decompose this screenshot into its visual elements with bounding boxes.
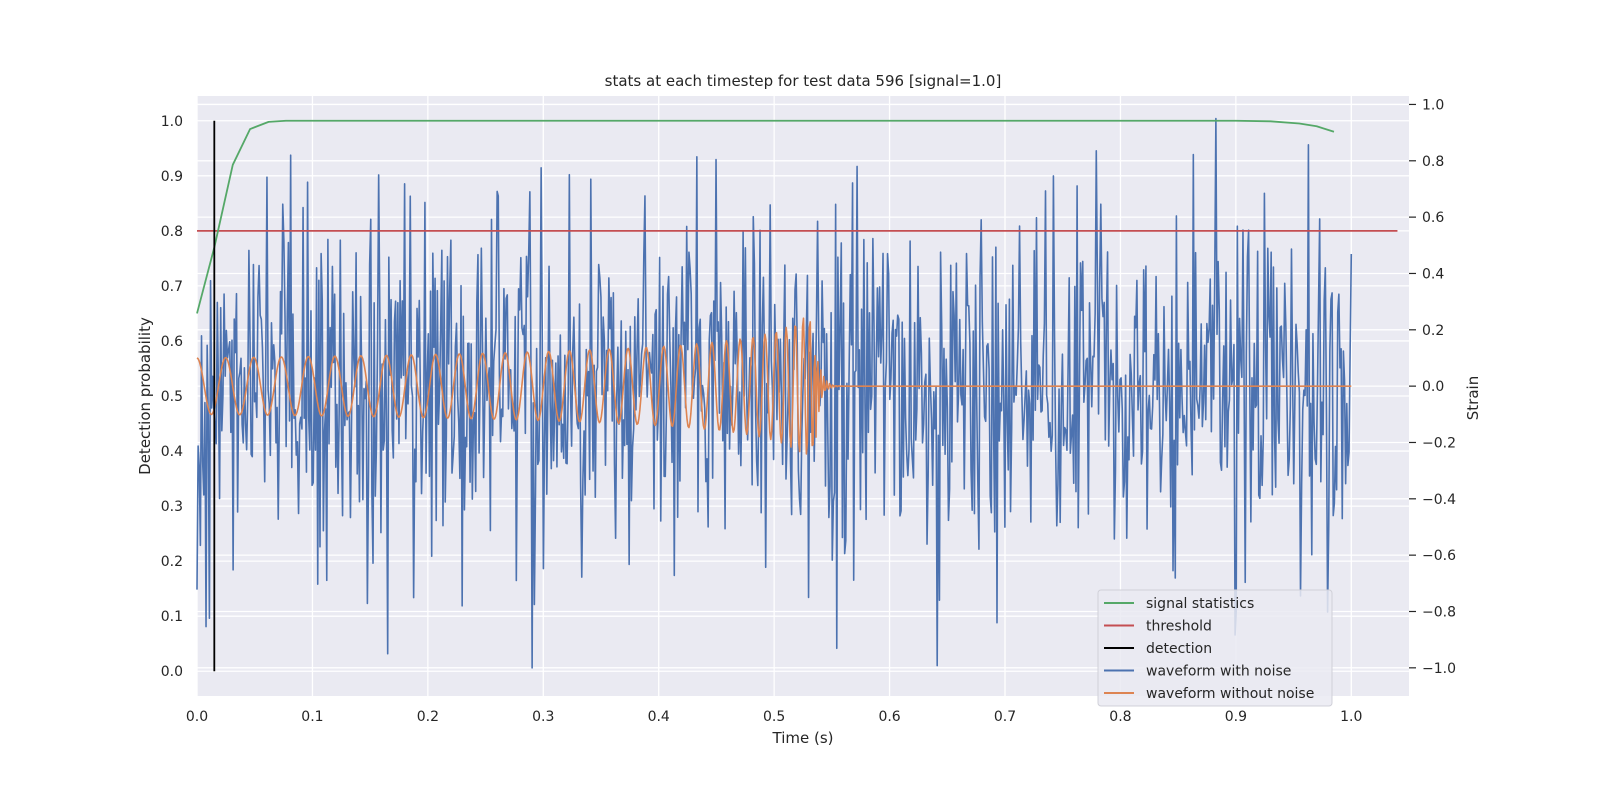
legend-label: signal statistics [1146, 596, 1254, 612]
y-tick-label-left: 0.9 [161, 169, 183, 185]
x-tick-label: 0.4 [648, 709, 670, 725]
y-tick-label-right: −0.2 [1422, 435, 1456, 451]
legend-label: detection [1146, 641, 1212, 657]
x-tick-label: 0.1 [301, 709, 323, 725]
legend: signal statistics threshold detection wavef… [1097, 589, 1333, 707]
x-tick-label: 0.9 [1225, 709, 1247, 725]
y-tick-label-right: 0.2 [1422, 323, 1444, 339]
series-line-waveform-without-noise [196, 317, 1352, 455]
x-axis-label: Time (s) [772, 729, 834, 747]
y-tick-label-left: 0.2 [161, 554, 183, 570]
y-axis-left-label: Detection probability [136, 317, 154, 475]
legend-label: threshold [1146, 619, 1212, 635]
y-tick-label-left: 0.6 [161, 334, 183, 350]
y-tick-label-left: 0.8 [161, 224, 183, 240]
legend-label: waveform without noise [1146, 686, 1314, 702]
x-tick-label: 0.7 [994, 709, 1016, 725]
y-tick-label-left: 0.4 [161, 444, 183, 460]
x-tick-label: 1.0 [1340, 709, 1362, 725]
y-tick-label-left: 0.1 [161, 609, 183, 625]
y-tick-label-left: 0.5 [161, 389, 183, 405]
series-line-signal-statistics [196, 119, 1335, 314]
x-tick-label: 0.2 [417, 709, 439, 725]
legend-box [1097, 589, 1333, 707]
chart-title: stats at each timestep for test data 596… [605, 72, 1002, 90]
y-tick-label-left: 0.0 [161, 664, 183, 680]
y-tick-label-left: 0.7 [161, 279, 183, 295]
y-tick-label-right: −1.0 [1422, 661, 1456, 677]
legend-label: waveform with noise [1146, 664, 1291, 680]
x-axis-ticks: 0.0 0.1 0.2 0.3 0.4 0.5 0.6 0.7 0.8 0.9 1.0 [186, 709, 1363, 725]
x-tick-label: 0.6 [878, 709, 900, 725]
y-tick-label-left: 0.3 [161, 499, 183, 515]
y-axis-right-ticks: −1.0 −0.8 −0.6 −0.4 −0.2 0.0 0.2 0.4 0.6 0.8 1.0 [1409, 97, 1456, 677]
series-layer [196, 117, 1398, 672]
y-tick-label-right: 0.0 [1422, 379, 1444, 395]
y-tick-label-right: 1.0 [1422, 97, 1444, 113]
x-tick-label: 0.3 [532, 709, 554, 725]
y-axis-right-label: Strain [1464, 376, 1482, 420]
y-tick-label-right: −0.4 [1422, 492, 1456, 508]
y-tick-label-right: 0.6 [1422, 210, 1444, 226]
x-tick-label: 0.5 [763, 709, 785, 725]
y-tick-label-left: 1.0 [161, 114, 183, 130]
y-tick-label-right: 0.8 [1422, 154, 1444, 170]
y-axis-left-ticks: 0.0 0.1 0.2 0.3 0.4 0.5 0.6 0.7 0.8 0.9 1.0 [161, 114, 183, 680]
y-tick-label-right: −0.6 [1422, 548, 1456, 564]
y-tick-label-right: 0.4 [1422, 266, 1444, 282]
x-tick-label: 0.8 [1109, 709, 1131, 725]
y-tick-label-right: −0.8 [1422, 604, 1456, 620]
x-tick-label: 0.0 [186, 709, 208, 725]
